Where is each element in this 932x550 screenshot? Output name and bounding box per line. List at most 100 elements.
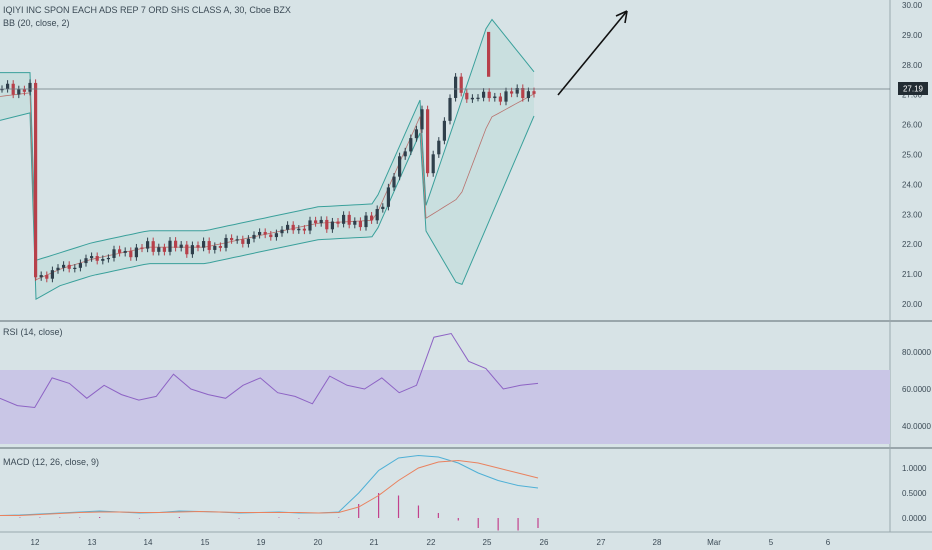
time-tick-label: 26 <box>540 538 549 547</box>
bb-basis <box>0 92 535 281</box>
candle-body <box>370 215 374 221</box>
candle-body <box>487 91 491 99</box>
candle-body <box>476 97 480 99</box>
price-tick-label: 21.00 <box>902 270 923 279</box>
candle-body <box>297 228 301 231</box>
bb-upper <box>0 18 535 261</box>
candle-body <box>375 209 379 221</box>
candle-body <box>246 238 250 244</box>
candle-body <box>129 250 133 258</box>
candle-body <box>437 140 441 155</box>
candle-body <box>45 275 49 279</box>
candle-body <box>151 241 155 252</box>
candle-body <box>381 206 385 210</box>
candle-body <box>493 96 497 99</box>
candle-body <box>487 31 491 77</box>
macd-tick-label: 0.5000 <box>902 489 927 498</box>
candle-body <box>134 247 138 258</box>
rsi-tick-label: 80.0000 <box>902 348 931 357</box>
candle-body <box>39 275 43 278</box>
rsi-tick-label: 40.0000 <box>902 422 931 431</box>
trend-arrow-annotation[interactable] <box>557 10 628 96</box>
time-tick-label: 5 <box>769 538 774 547</box>
candle-body <box>196 245 200 248</box>
candle-body <box>308 220 312 231</box>
time-tick-label: 20 <box>314 538 323 547</box>
candle-body <box>515 88 519 94</box>
price-tick-label: 23.00 <box>902 210 923 219</box>
macd-series <box>0 454 539 531</box>
candle-body <box>414 129 418 139</box>
candle-body <box>448 97 452 121</box>
candle-body <box>465 92 469 100</box>
time-tick-label: 22 <box>427 538 436 547</box>
candle-body <box>22 89 26 92</box>
candle-body <box>252 234 256 239</box>
candle-body <box>230 237 234 241</box>
candle-body <box>482 91 486 98</box>
macd-tick-label: 0.0000 <box>902 514 927 523</box>
price-tick-label: 29.00 <box>902 31 923 40</box>
candle-body <box>330 221 334 230</box>
candle-body <box>353 220 357 225</box>
rsi-pane-title: RSI (14, close) <box>3 327 63 337</box>
candle-body <box>442 120 446 141</box>
candle-body <box>218 246 222 248</box>
candle-body <box>454 76 458 98</box>
candle-body <box>17 89 21 95</box>
candle-body <box>319 219 323 224</box>
candle-body <box>241 239 245 244</box>
time-tick-label: 28 <box>653 538 662 547</box>
bb-lower <box>0 112 535 301</box>
candle-body <box>224 237 228 248</box>
price-marker: 27.19 <box>898 82 928 95</box>
candle-body <box>504 91 508 102</box>
candle-body <box>431 154 435 174</box>
candle-body <box>325 219 329 230</box>
rsi-line <box>0 332 539 409</box>
rsi-band <box>0 370 890 444</box>
candle-body <box>336 221 340 224</box>
signal-line <box>0 459 539 516</box>
price-tick-label: 26.00 <box>902 121 923 130</box>
candle-body <box>84 258 88 264</box>
candle-body <box>112 249 116 258</box>
price-tick-label: 22.00 <box>902 240 923 249</box>
candle-body <box>263 231 267 235</box>
candle-body <box>364 215 368 228</box>
candle-body <box>28 82 32 92</box>
candle-body <box>106 257 110 260</box>
time-tick-label: 13 <box>88 538 97 547</box>
candle-body <box>67 264 71 269</box>
candle-body <box>420 109 424 130</box>
candle-body <box>521 88 525 99</box>
candle-body <box>123 250 127 253</box>
time-tick-label: 15 <box>201 538 210 547</box>
candle-body <box>101 258 105 261</box>
price-marker-label: 27.19 <box>903 85 924 94</box>
candle-body <box>95 256 99 261</box>
candle-body <box>426 109 430 174</box>
candle-body <box>398 156 402 177</box>
candle-body <box>157 247 161 252</box>
candle-body <box>174 240 178 248</box>
candle-body <box>347 214 351 225</box>
price-tick-label: 27.00 <box>902 91 923 100</box>
candle-body <box>498 96 502 102</box>
candle-body <box>56 267 60 271</box>
candle-body <box>168 240 172 252</box>
candle-body <box>202 241 206 248</box>
candle-body <box>73 267 77 269</box>
candle-body <box>179 244 183 248</box>
candle-body <box>34 82 38 278</box>
candle-body <box>213 246 217 250</box>
bb-indicator-label: BB (20, close, 2) <box>3 18 70 28</box>
candle-body <box>118 249 122 253</box>
price-axis-labels: 30.00 29.00 28.00 27.00 26.00 25.00 24.00 23.00… <box>902 1 931 523</box>
macd-pane-title: MACD (12, 26, close, 9) <box>3 457 99 467</box>
candle-body <box>6 83 10 89</box>
candle-body <box>146 241 150 249</box>
candle-body <box>280 229 284 234</box>
candle-body <box>258 231 262 235</box>
